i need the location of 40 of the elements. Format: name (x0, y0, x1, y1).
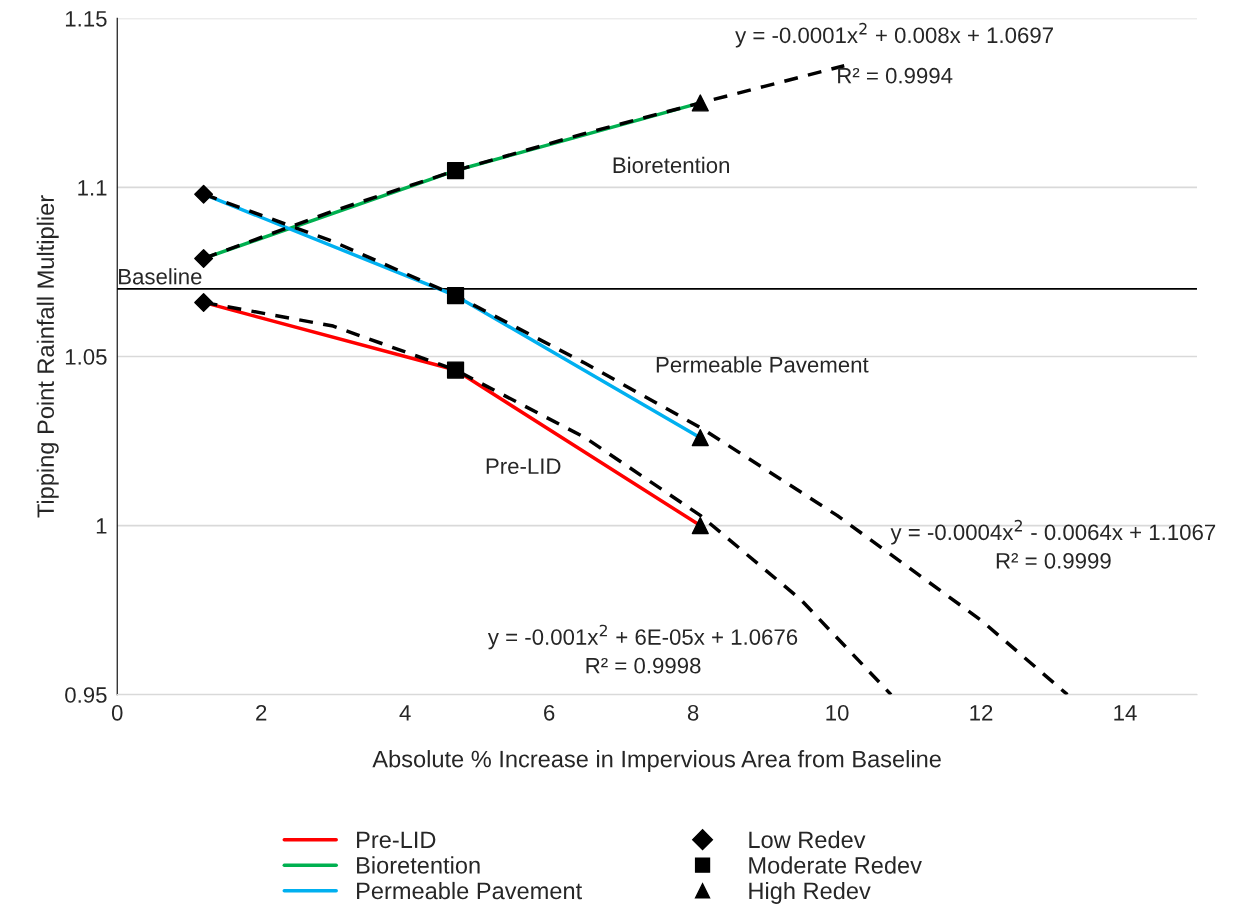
x-tick-label: 0 (111, 704, 123, 721)
x-axis-title: Absolute % Increase in Impervious Area from Baseline (372, 750, 941, 773)
legend-label: High Redev (749, 881, 871, 904)
y-tick-label: 1 (96, 518, 107, 534)
annotation: R² = 0.9994 (838, 67, 953, 84)
annotation: y = -0.0001x$^{2}$ + 0.008x + 1.0697 (735, 22, 1053, 48)
annotation: Pre-LID (486, 458, 561, 475)
x-tick-label: 8 (687, 704, 699, 721)
annotation: y = -0.001x$^{2}$ + 6E-05x + 1.0676 (487, 624, 798, 650)
point (446, 361, 465, 379)
x-tick-label: 14 (1114, 705, 1137, 721)
point (194, 292, 214, 312)
point (691, 516, 709, 535)
x-tick-label: 12 (970, 704, 993, 721)
legend-label: Permeable Pavement (357, 881, 582, 900)
x-tick-label: 2 (256, 704, 267, 721)
point (691, 429, 709, 447)
point (446, 287, 465, 305)
point (446, 161, 465, 180)
legend-label: Bioretention (357, 856, 480, 874)
y-tick-label: 0.95 (65, 687, 107, 703)
ref-line-label: Baseline (119, 268, 202, 285)
x-tick-label: 10 (826, 704, 849, 721)
legend-label: Low Redev (749, 830, 866, 849)
annotation: Permeable Pavement (656, 356, 869, 373)
annotation: Bioretention (613, 156, 729, 174)
annotation: R² = 0.9999 (996, 552, 1111, 569)
y-tick-label: 1.15 (65, 11, 107, 27)
y-axis-title: Tipping Point Rainfall Multiplier (36, 195, 59, 518)
point (691, 94, 709, 112)
y-tick-label: 1.05 (65, 349, 107, 365)
legend-label: Pre-LID (357, 831, 436, 849)
x-tick-label: 6 (544, 704, 555, 721)
legend-label: Moderate Redev (749, 856, 922, 874)
annotation: R² = 0.9998 (586, 657, 701, 674)
annotation: y = -0.0004x$^{2}$ - 0.0064x + 1.1067 (890, 519, 1216, 545)
point (194, 248, 214, 268)
x-tick-label: 4 (399, 705, 411, 721)
point (194, 184, 214, 204)
y-tick-label: 1.1 (78, 180, 107, 196)
